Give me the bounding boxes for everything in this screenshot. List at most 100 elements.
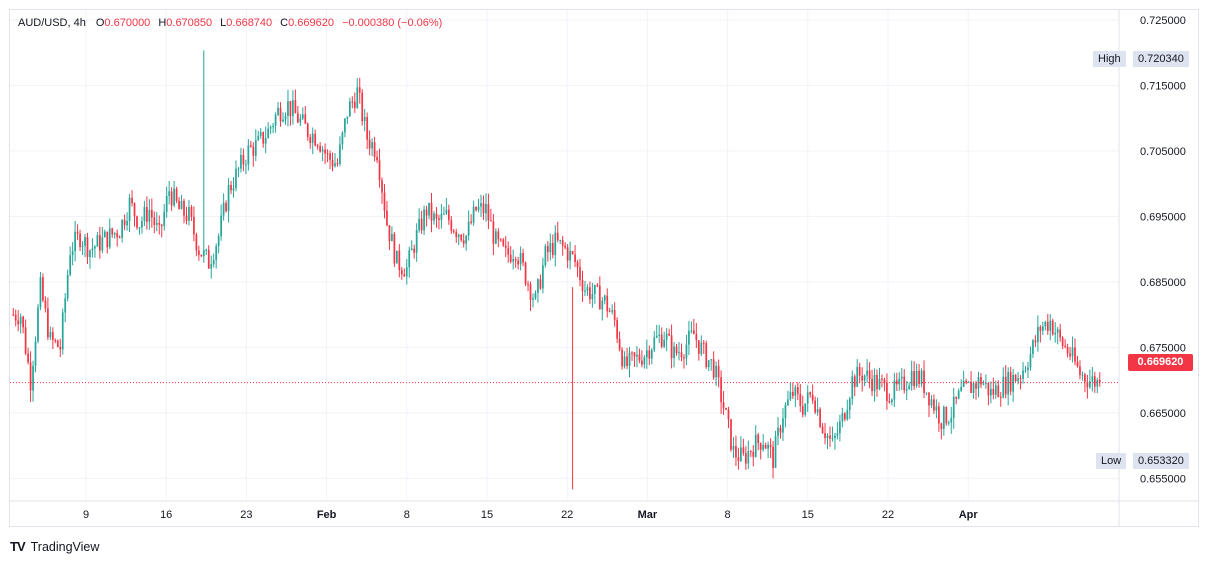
candle-body [329,153,331,160]
candle-body [1044,321,1047,327]
candle-body [465,235,468,244]
candle-body [715,365,718,378]
candle-body [861,375,864,381]
candle-body [571,250,574,255]
candle-body [79,233,81,247]
candle-body [49,332,52,338]
candle-body [29,362,32,391]
candle-body [616,320,619,339]
candle-body [504,245,507,248]
candle-body [831,438,834,440]
candle-body [334,163,336,167]
candle-body [316,145,319,147]
candle-body [408,250,411,268]
candle-body [27,353,29,363]
candle-body [997,385,1000,398]
candle-body [564,245,567,248]
candle-body [730,419,732,450]
candle-body [361,92,364,122]
candle-body [710,359,713,361]
candle-body [722,402,725,408]
candle-body [438,218,440,220]
symbol-label[interactable]: AUD/USD, 4h [18,17,86,29]
y-tick-label: 0.705000 [1140,146,1186,158]
candle-body [670,335,673,359]
high-tag-label: High [1093,51,1126,67]
candle-body [636,354,638,357]
candle-body [472,206,475,223]
candle-body [12,314,15,316]
candle-body [254,140,257,156]
candle-body [301,114,304,119]
candle-body [299,118,302,123]
candle-body [108,228,111,248]
candle-body [86,237,89,258]
candle-body [344,118,346,133]
candle-body [371,142,373,149]
candle-body [514,259,517,261]
candle-body [240,154,242,169]
candle-body [777,427,779,437]
low-tag-label: Low [1096,453,1127,469]
candle-body [294,100,297,114]
candle-body [522,253,524,263]
candle-body [923,370,925,393]
candle-body [903,376,906,391]
candle-body [475,206,477,211]
candle-body [1051,320,1054,335]
candle-body [772,446,774,468]
candle-body [1079,366,1081,375]
candle-body [955,396,958,399]
candle-body [269,127,272,129]
candle-body [809,392,812,395]
candle-body [814,400,817,413]
candle-body [1056,329,1059,333]
candle-body [383,192,386,211]
candle-body [942,407,945,429]
candle-body [757,434,760,444]
candle-body [235,168,237,189]
candle-body [717,365,720,378]
candle-body [606,295,609,312]
candle-body [586,287,589,291]
candle-body [490,220,492,222]
candle-body [744,453,747,464]
candles [12,50,1101,490]
candle-body [69,255,72,275]
candle-body [279,107,282,122]
candle-body [935,406,938,411]
candle-body [19,316,22,325]
candle-body [480,203,482,207]
candle-body [826,435,829,439]
candle-body [155,222,158,225]
candle-body [725,407,727,410]
candle-body [542,265,544,289]
candle-body [341,132,344,145]
candle-body [287,101,289,117]
candle-body [1027,367,1029,371]
candle-body [967,381,970,383]
candle-body [851,376,854,399]
candle-body [848,398,851,411]
candle-body [284,116,287,120]
candle-body [393,234,396,264]
candle-body [650,349,653,359]
candle-body [727,409,730,420]
candle-body [160,224,163,226]
candle-body [485,204,487,214]
low-tag-value: 0.653320 [1133,453,1189,469]
tradingview-brand[interactable]: TV TradingView [10,539,99,554]
candle-body [356,87,359,108]
candle-body [930,399,933,406]
candle-body [638,354,641,361]
candle-body [249,145,252,147]
candle-body [645,350,648,358]
candle-body [339,144,341,165]
candle-body [304,114,307,124]
candle-body [56,340,59,347]
candle-body [779,427,782,433]
candle-body [668,333,670,336]
candle-body [220,215,223,237]
candle-body [989,388,992,396]
